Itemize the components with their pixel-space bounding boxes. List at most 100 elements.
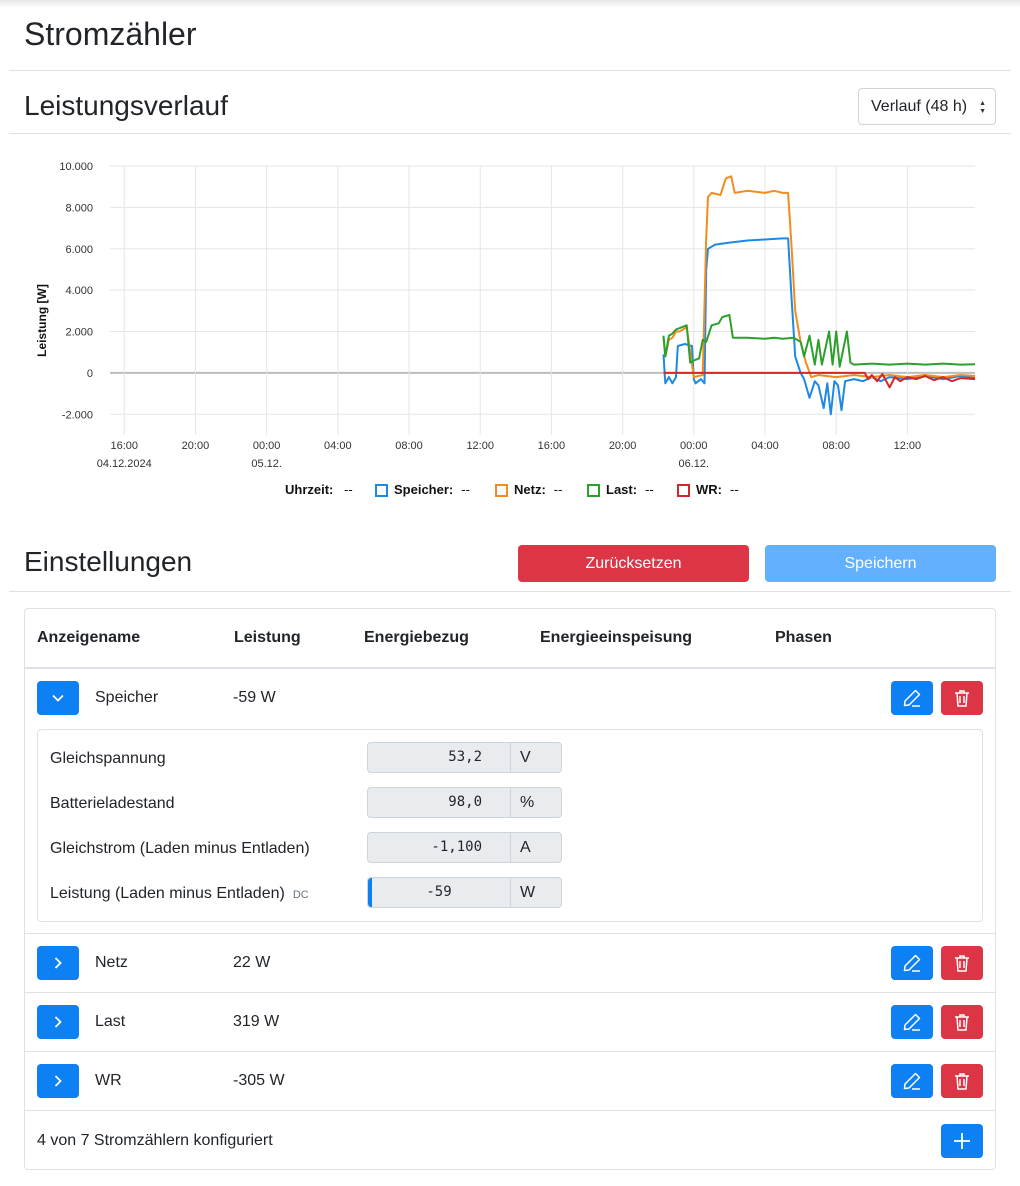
page-title: Stromzähler bbox=[24, 16, 197, 52]
edit-button[interactable] bbox=[891, 1064, 933, 1098]
meter-power: 319 W bbox=[233, 1013, 280, 1030]
detail-unit: % bbox=[510, 787, 562, 818]
delete-button[interactable] bbox=[941, 946, 983, 980]
y-tick-label: 0 bbox=[87, 368, 93, 380]
detail-unit: A bbox=[510, 832, 562, 863]
divider bbox=[9, 133, 1011, 134]
legend-swatch bbox=[495, 484, 508, 497]
x-tick-label: 08:00 bbox=[395, 440, 423, 452]
x-tick-label: 20:00 bbox=[182, 440, 210, 452]
save-button[interactable]: Speichern bbox=[765, 545, 996, 582]
delete-button[interactable] bbox=[941, 681, 983, 715]
detail-value: -1,100 bbox=[367, 832, 511, 863]
legend-entry-speicher: Speicher: bbox=[394, 482, 453, 497]
expand-button[interactable] bbox=[37, 681, 79, 715]
x-tick-sublabel: 06.12. bbox=[678, 458, 709, 470]
divider bbox=[9, 591, 1011, 592]
x-tick-label: 16:00 bbox=[538, 440, 566, 452]
y-tick-label: 2.000 bbox=[65, 327, 93, 339]
trash-icon bbox=[955, 1014, 969, 1031]
y-axis-label: Leistung [W] bbox=[35, 284, 49, 357]
table-footer-text: 4 von 7 Stromzählern konfiguriert bbox=[37, 1132, 273, 1149]
legend-value: -- bbox=[730, 482, 739, 497]
edit-button[interactable] bbox=[891, 946, 933, 980]
x-tick-label: 12:00 bbox=[466, 440, 494, 452]
detail-label: Gleichspannung bbox=[50, 750, 166, 767]
trash-icon bbox=[955, 690, 969, 707]
column-header-name: Anzeigename bbox=[37, 629, 141, 646]
table-row: WR -305 W bbox=[25, 1052, 995, 1111]
expand-button[interactable] bbox=[37, 1005, 79, 1039]
meter-power: -305 W bbox=[233, 1072, 285, 1089]
range-select-value: Verlauf (48 h) bbox=[871, 98, 968, 115]
column-header-energy-import: Energiebezug bbox=[364, 629, 469, 646]
series-line-netz bbox=[662, 175, 976, 379]
y-tick-label: -2.000 bbox=[62, 409, 93, 421]
meter-name: Netz bbox=[95, 954, 128, 971]
edit-button[interactable] bbox=[891, 1005, 933, 1039]
y-tick-label: 6.000 bbox=[65, 244, 93, 256]
x-tick-label: 04:00 bbox=[751, 440, 779, 452]
add-meter-button[interactable] bbox=[941, 1124, 983, 1158]
legend-swatch bbox=[375, 484, 388, 497]
y-tick-label: 8.000 bbox=[65, 202, 93, 214]
detail-value: -59 bbox=[426, 884, 452, 900]
chevron-right-icon bbox=[54, 1016, 62, 1028]
detail-unit: V bbox=[510, 742, 562, 773]
legend-entry-netz: Netz: bbox=[514, 482, 546, 497]
table-row: Last 319 W bbox=[25, 993, 995, 1052]
x-tick-label: 16:00 bbox=[110, 440, 138, 452]
meter-name: WR bbox=[95, 1072, 122, 1089]
legend-value: -- bbox=[645, 482, 654, 497]
reset-button[interactable]: Zurücksetzen bbox=[518, 545, 749, 582]
pencil-icon bbox=[903, 1072, 921, 1090]
meter-table: Anzeigename Leistung Energiebezug Energi… bbox=[24, 608, 996, 1170]
series-line-wr bbox=[663, 371, 976, 389]
expand-button[interactable] bbox=[37, 946, 79, 980]
top-shadow bbox=[0, 0, 1020, 8]
table-row: Speicher -59 W Gleichspannung 53,2 V Bat… bbox=[25, 669, 995, 934]
meter-detail-panel: Gleichspannung 53,2 V Batterieladestand … bbox=[37, 729, 983, 922]
edit-button[interactable] bbox=[891, 681, 933, 715]
detail-label: Gleichstrom (Laden minus Entladen) bbox=[50, 840, 310, 857]
legend-entry-last: Last: bbox=[606, 482, 637, 497]
delete-button[interactable] bbox=[941, 1005, 983, 1039]
x-tick-label: 12:00 bbox=[894, 440, 922, 452]
table-row: Netz 22 W bbox=[25, 934, 995, 993]
pencil-icon bbox=[903, 689, 921, 707]
trash-icon bbox=[955, 1073, 969, 1090]
x-tick-label: 00:00 bbox=[680, 440, 708, 452]
pencil-icon bbox=[903, 954, 921, 972]
range-select[interactable]: Verlauf (48 h) ▲ ▼ bbox=[858, 88, 996, 125]
plus-icon bbox=[954, 1133, 970, 1149]
detail-value: 53,2 bbox=[367, 742, 511, 773]
detail-tag: DC bbox=[292, 889, 309, 901]
detail-value: 98,0 bbox=[367, 787, 511, 818]
table-header: Anzeigename Leistung Energiebezug Energi… bbox=[25, 609, 995, 669]
legend-entry-wr: WR: bbox=[696, 482, 722, 497]
x-tick-sublabel: 04.12.2024 bbox=[97, 458, 152, 470]
column-header-energy-export: Energieeinspeisung bbox=[540, 629, 693, 646]
y-tick-label: 4.000 bbox=[65, 285, 93, 297]
legend-swatch bbox=[587, 484, 600, 497]
legend-value: -- bbox=[554, 482, 563, 497]
trash-icon bbox=[955, 955, 969, 972]
chevron-right-icon bbox=[54, 957, 62, 969]
legend-time-value: -- bbox=[344, 482, 353, 497]
detail-label-text: Leistung (Laden minus Entladen) bbox=[50, 885, 285, 902]
select-arrows-icon: ▲ ▼ bbox=[979, 100, 986, 115]
column-header-power: Leistung bbox=[234, 629, 301, 646]
x-tick-sublabel: 05.12. bbox=[251, 458, 282, 470]
detail-unit: W bbox=[510, 877, 562, 908]
meter-name: Speicher bbox=[95, 689, 159, 706]
legend-time-label: Uhrzeit: bbox=[285, 482, 333, 497]
delete-button[interactable] bbox=[941, 1064, 983, 1098]
chevron-right-icon bbox=[54, 1075, 62, 1087]
expand-button[interactable] bbox=[37, 1064, 79, 1098]
meter-power: 22 W bbox=[233, 954, 271, 971]
divider bbox=[9, 70, 1011, 71]
x-tick-label: 04:00 bbox=[324, 440, 352, 452]
x-tick-label: 08:00 bbox=[822, 440, 850, 452]
meter-power: -59 W bbox=[233, 689, 276, 706]
history-title: Leistungsverlauf bbox=[24, 90, 228, 121]
